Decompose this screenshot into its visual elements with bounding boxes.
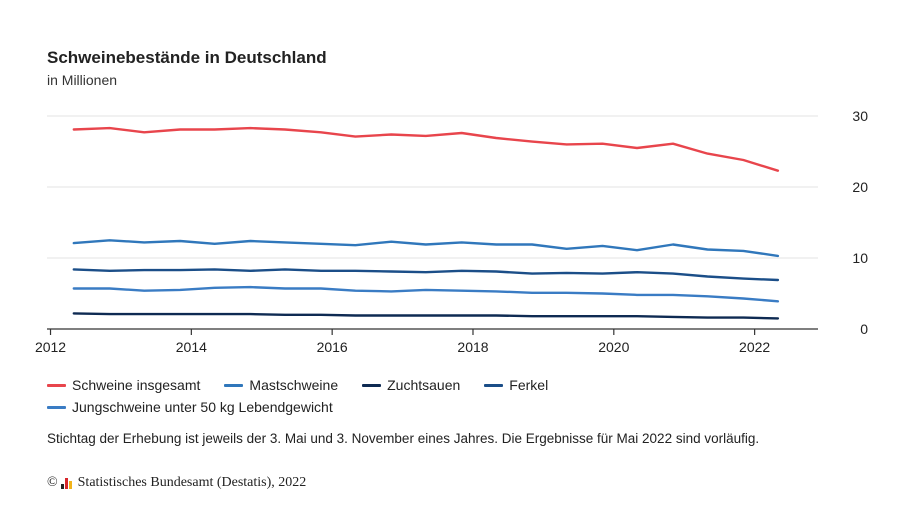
- series-line-mastschweine: [72, 239, 780, 258]
- legend-label: Schweine insgesamt: [72, 377, 201, 393]
- source-footer: © Statistisches Bundesamt (Destatis), 20…: [47, 475, 306, 491]
- y-tick-label: 0: [860, 321, 868, 337]
- chart-footnote: Stichtag der Erhebung ist jeweils der 3.…: [47, 431, 760, 446]
- chart-title: Schweinebestände in Deutschland: [47, 48, 327, 67]
- destatis-logo-icon: [60, 477, 73, 489]
- x-tick-label: 2012: [35, 339, 66, 355]
- series-line-zuchtsauen: [72, 312, 780, 320]
- chart-subtitle: in Millionen: [47, 72, 118, 88]
- x-tick-label: 2018: [457, 339, 488, 355]
- x-tick-label: 2016: [317, 339, 348, 355]
- series-line-ferkel: [72, 268, 780, 282]
- legend-swatch: [484, 383, 504, 387]
- legend-label: Ferkel: [509, 377, 549, 393]
- legend-item-ferkel: Ferkel: [484, 377, 548, 393]
- legend-label: Zuchtsauen: [387, 377, 461, 393]
- source-text: Statistisches Bundesamt (Destatis), 2022: [77, 475, 307, 490]
- legend-swatch: [362, 383, 382, 387]
- legend-swatch: [47, 405, 66, 409]
- chart-legend: Schweine insgesamt Mastschweine Zuchtsau…: [47, 374, 847, 418]
- legend-swatch: [224, 383, 244, 387]
- legend-swatch: [47, 383, 66, 387]
- legend-item-jungschweine: Jungschweine unter 50 kg Lebendgewicht: [47, 399, 333, 415]
- y-tick-label: 10: [852, 250, 868, 266]
- legend-label: Jungschweine unter 50 kg Lebendgewicht: [72, 399, 333, 415]
- series-line-schweine-insgesamt: [72, 126, 780, 172]
- legend-label: Mastschweine: [249, 377, 339, 393]
- legend-item-mastschweine: Mastschweine: [224, 377, 338, 393]
- legend-row-2: Jungschweine unter 50 kg Lebendgewicht: [47, 396, 847, 418]
- y-tick-label: 20: [852, 179, 868, 195]
- x-tick-label: 2020: [598, 339, 629, 355]
- line-chart: 0 10 20 30 2012 2014 2016 2018 2020 2022: [35, 108, 868, 355]
- legend-item-zuchtsauen: Zuchtsauen: [362, 377, 460, 393]
- legend-item-schweine-insgesamt: Schweine insgesamt: [47, 377, 200, 393]
- copyright-symbol: ©: [47, 475, 58, 490]
- legend-row-1: Schweine insgesamt Mastschweine Zuchtsau…: [47, 374, 847, 396]
- series-line-jungschweine-unter-50-kg-lebendgewicht: [72, 285, 780, 303]
- y-tick-label: 30: [852, 108, 868, 124]
- x-tick-label: 2014: [176, 339, 207, 355]
- x-tick-label: 2022: [739, 339, 770, 355]
